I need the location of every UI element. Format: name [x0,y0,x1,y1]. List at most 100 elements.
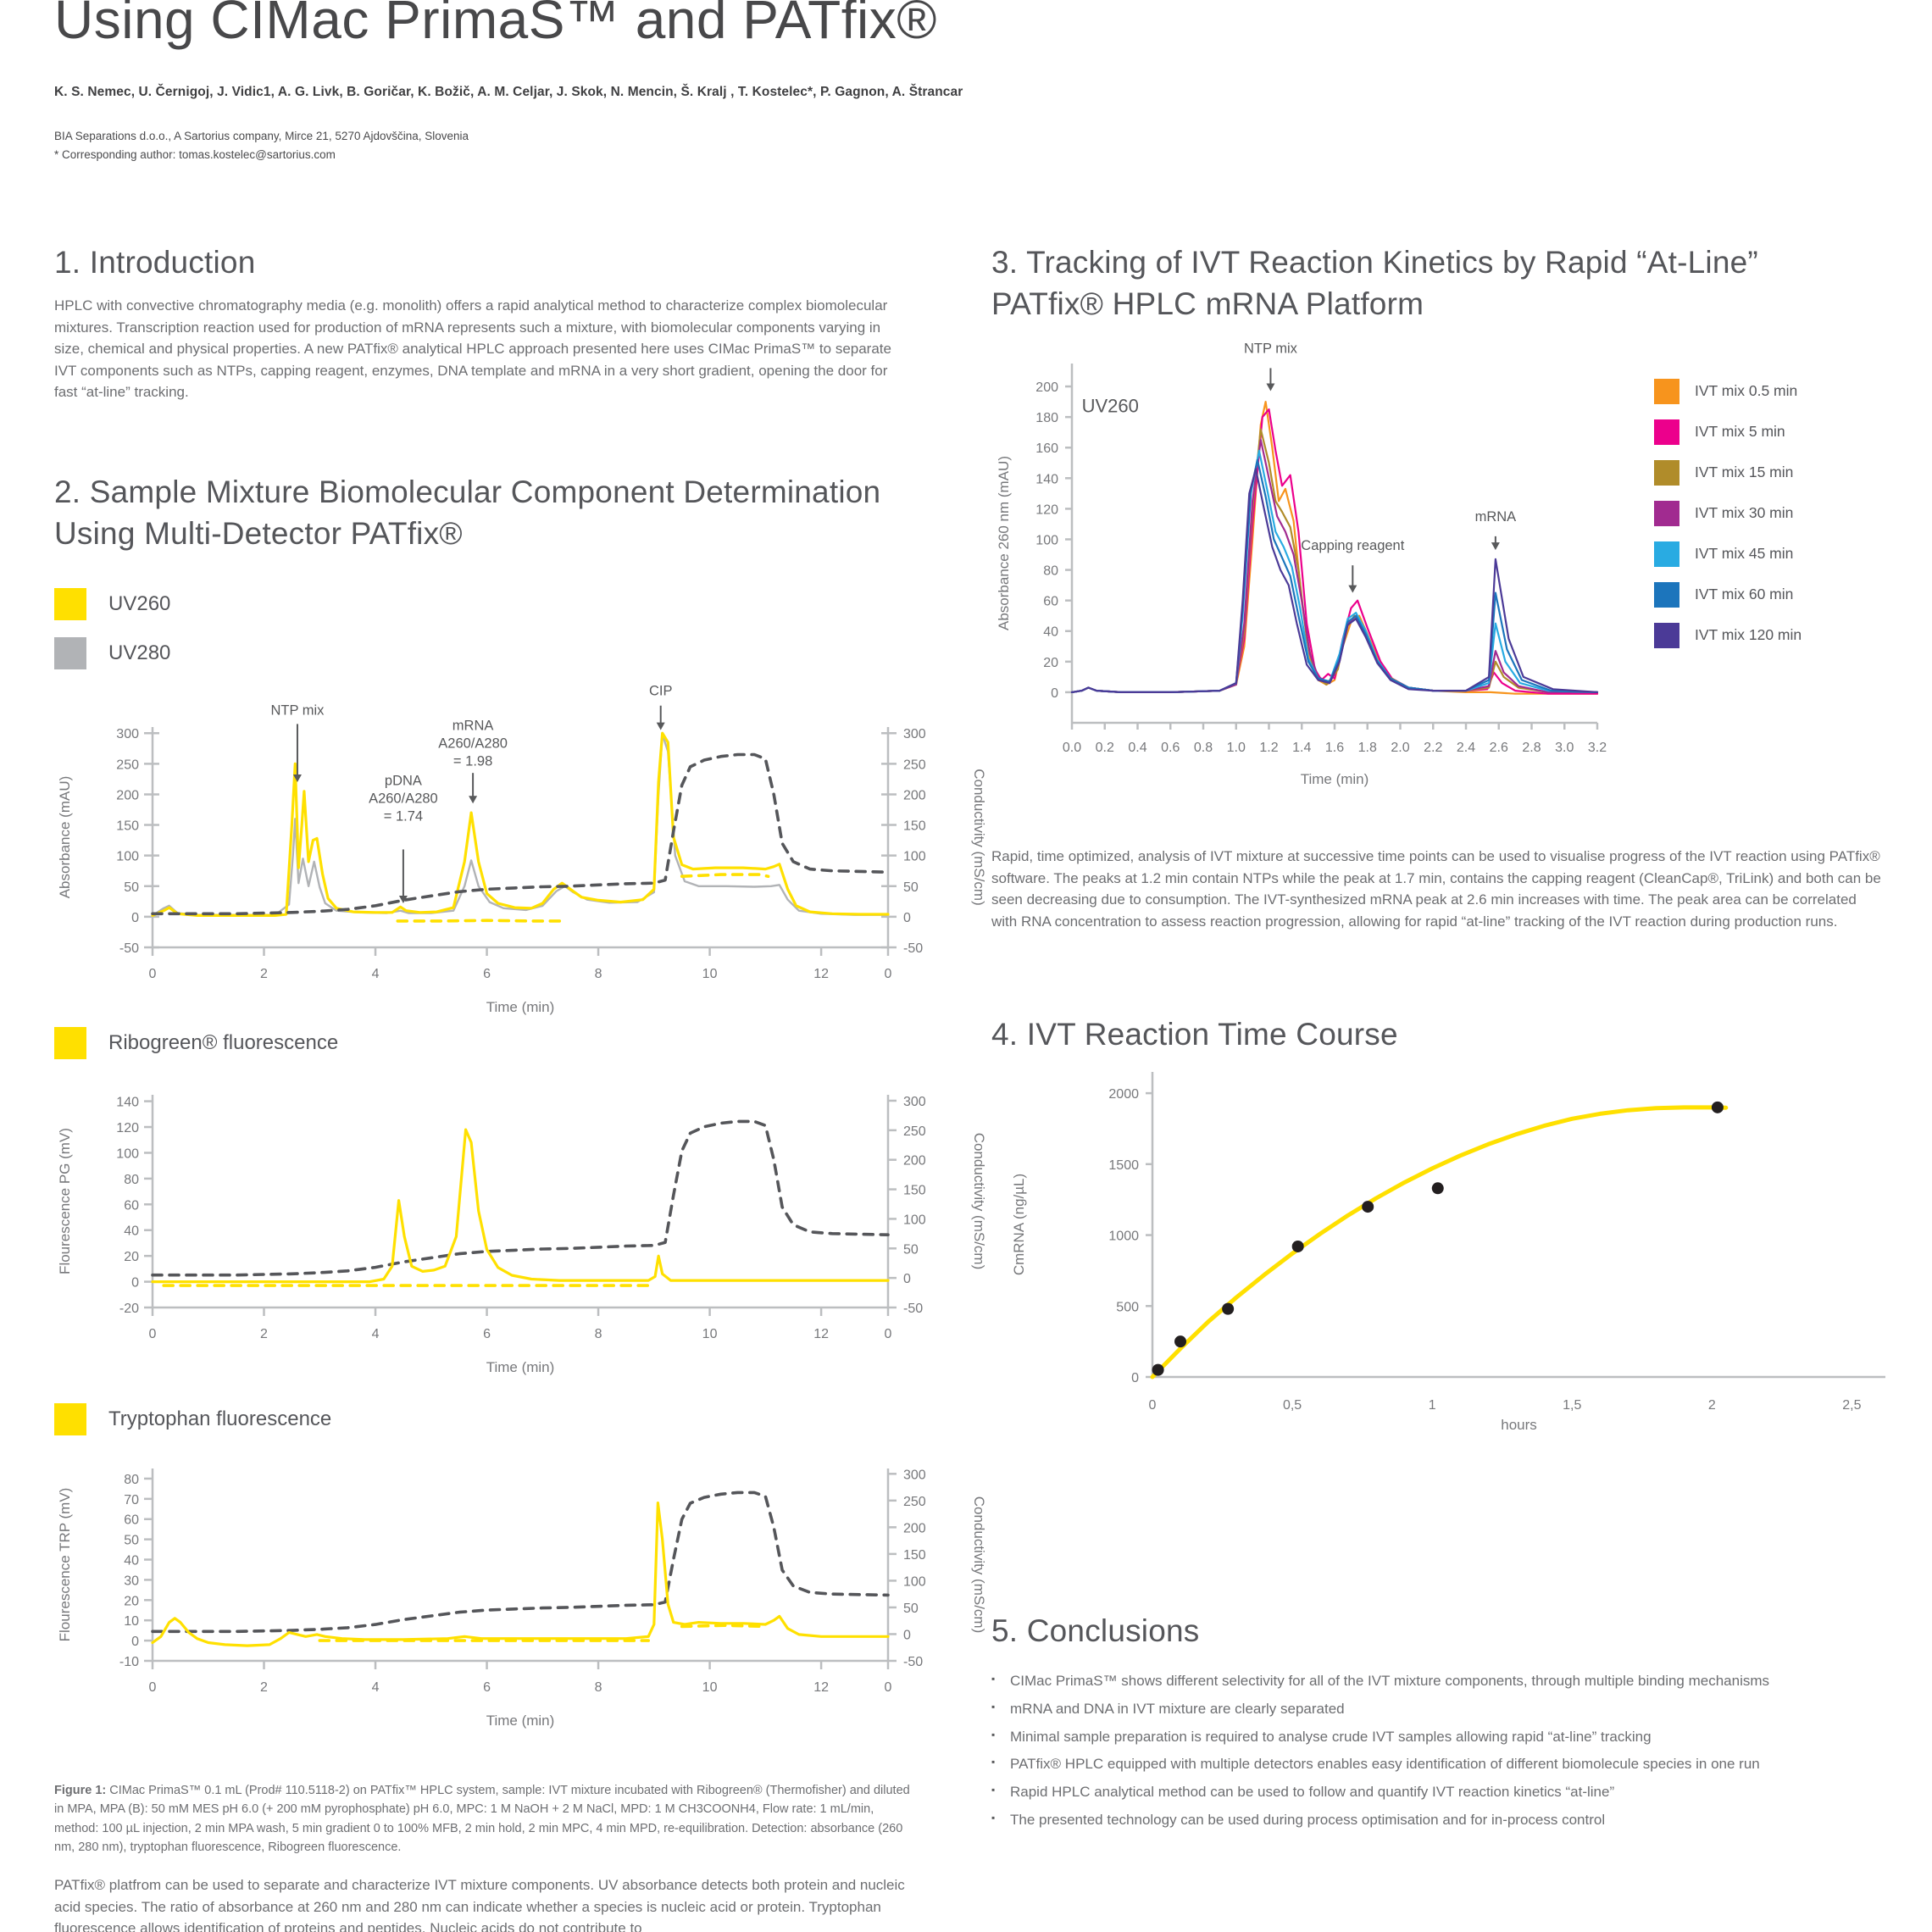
section2-heading: 2. Sample Mixture Biomolecular Component… [54,471,978,554]
svg-text:2: 2 [260,1680,268,1695]
svg-text:250: 250 [116,758,139,772]
legend-uv280: UV280 [54,637,170,669]
svg-text:0: 0 [131,1635,139,1649]
ivt-legend-label: IVT mix 0.5 min [1695,382,1798,399]
svg-text:10: 10 [702,1327,718,1341]
svg-text:150: 150 [903,1184,926,1198]
ivt-legend-swatch-icon [1654,378,1679,404]
conclusion-item: The presented technology can be used dur… [991,1810,1907,1830]
svg-text:0: 0 [1131,1371,1139,1385]
svg-text:300: 300 [903,727,926,741]
svg-text:150: 150 [903,1548,926,1563]
svg-text:2: 2 [1708,1398,1716,1413]
legend-ribogreen: Ribogreen® fluorescence [54,1027,338,1059]
ivt-legend-label: IVT mix 30 min [1695,504,1794,521]
svg-text:3.2: 3.2 [1588,741,1607,755]
svg-text:= 1.74: = 1.74 [384,809,423,824]
affiliation-line: BIA Separations d.o.o., A Sartorius comp… [54,130,469,142]
svg-text:0: 0 [149,967,157,981]
svg-text:2000: 2000 [1108,1087,1139,1102]
svg-text:0: 0 [149,1327,157,1341]
svg-text:2.4: 2.4 [1457,741,1475,755]
svg-text:80: 80 [124,1173,139,1187]
svg-text:Absorbance 260 nm (mAU): Absorbance 260 nm (mAU) [996,456,1012,630]
svg-text:Time (min): Time (min) [1301,771,1369,787]
ivt-legend-item: IVT mix 60 min [1654,581,1802,608]
svg-text:100: 100 [1035,533,1058,547]
svg-text:Conductivity (mS/cm): Conductivity (mS/cm) [971,1496,987,1634]
affiliation-block: BIA Separations d.o.o., A Sartorius comp… [54,127,469,164]
section3-heading-line1: 3. Tracking of IVT Reaction Kinetics by … [991,245,1758,280]
ivt-legend-swatch-icon [1654,419,1679,445]
svg-text:0.4: 0.4 [1128,741,1146,755]
svg-text:-20: -20 [119,1302,139,1316]
uv260-swatch-icon [54,588,86,620]
svg-text:Conductivity (mS/cm): Conductivity (mS/cm) [971,769,987,906]
svg-text:120: 120 [116,1121,139,1135]
svg-text:Time (min): Time (min) [486,1713,555,1729]
section2-heading-line2: Using Multi-Detector PATfix® [54,516,463,552]
svg-text:0.0: 0.0 [1063,741,1081,755]
uv280-label: UV280 [108,641,171,664]
section3-body: Rapid, time optimized, analysis of IVT m… [991,848,1881,930]
svg-text:60: 60 [124,1513,139,1528]
svg-text:100: 100 [116,1146,139,1161]
ivt-legend-label: IVT mix 60 min [1695,586,1794,602]
section2-heading-line1: 2. Sample Mixture Biomolecular Component… [54,475,881,509]
svg-text:200: 200 [1035,380,1058,395]
svg-text:Flourescence PG (mV): Flourescence PG (mV) [57,1128,73,1274]
svg-text:0: 0 [903,1628,911,1642]
chart-uv-absorbance: 0 2 4 6 8 10 12 0 -50 0 50 100 150 200 250 300 -50 0 50 100… [57,683,987,1015]
svg-text:150: 150 [903,819,926,834]
ribogreen-label: Ribogreen® fluorescence [108,1031,339,1054]
figure1-caption: Figure 1: CIMac PrimaS™ 0.1 mL (Prod# 11… [54,1781,912,1857]
svg-text:300: 300 [903,1095,926,1109]
ivt-legend-item: IVT mix 0.5 min [1654,378,1802,404]
figure1-label: Figure 1: [54,1784,107,1797]
chart-ivt-kinetics: 0.0 0.2 0.4 0.6 0.8 1.0 1.2 1.4 1.6 1.8 2.0 2.2 2.4 2… [996,341,1607,787]
legend-uv260: UV260 [54,588,170,620]
svg-text:80: 80 [1043,564,1058,579]
legend-tryptophan: Tryptophan fluorescence [54,1403,331,1435]
svg-text:40: 40 [1043,625,1058,640]
svg-text:0: 0 [149,1680,157,1695]
svg-text:hours: hours [1501,1417,1537,1433]
svg-text:100: 100 [903,1213,926,1227]
svg-text:6: 6 [483,1680,491,1695]
svg-text:CIP: CIP [649,683,673,698]
svg-text:60: 60 [124,1198,139,1213]
conclusion-item: CIMac PrimaS™ shows different selectivit… [991,1671,1907,1691]
ivt-legend-label: IVT mix 45 min [1695,545,1794,562]
svg-text:-50: -50 [903,1302,923,1316]
svg-text:0: 0 [885,1327,892,1341]
corresponding-author: * Corresponding author: tomas.kostelec@s… [54,147,336,161]
poster-authors: K. S. Nemec, U. Černigoj, J. Vidic1, A. … [54,85,963,99]
svg-text:Absorbance (mAU): Absorbance (mAU) [57,776,73,899]
svg-text:100: 100 [903,1574,926,1589]
svg-text:-50: -50 [119,941,139,956]
ivt-legend: IVT mix 0.5 min IVT mix 5 min IVT mix 15 m… [1654,378,1802,648]
svg-text:8: 8 [595,967,602,981]
svg-text:2.0: 2.0 [1391,741,1409,755]
svg-text:10: 10 [124,1614,139,1629]
svg-text:Conductivity (mS/cm): Conductivity (mS/cm) [971,1133,987,1270]
svg-text:0: 0 [1051,686,1058,701]
svg-text:0: 0 [1149,1398,1157,1413]
svg-text:4: 4 [372,1680,380,1695]
svg-text:160: 160 [1035,441,1058,456]
uv260-label: UV260 [108,592,171,615]
svg-text:50: 50 [124,1534,139,1548]
svg-text:2.8: 2.8 [1522,741,1541,755]
ivt-legend-item: IVT mix 45 min [1654,541,1802,567]
svg-text:2: 2 [260,1327,268,1341]
svg-text:40: 40 [124,1554,139,1568]
svg-text:0.2: 0.2 [1096,741,1114,755]
svg-text:20: 20 [1043,656,1058,670]
svg-text:0,5: 0,5 [1283,1398,1302,1413]
svg-text:1500: 1500 [1108,1158,1139,1173]
svg-text:50: 50 [124,880,139,895]
svg-text:200: 200 [116,788,139,802]
svg-text:100: 100 [116,850,139,864]
svg-text:pDNA: pDNA [385,774,422,789]
